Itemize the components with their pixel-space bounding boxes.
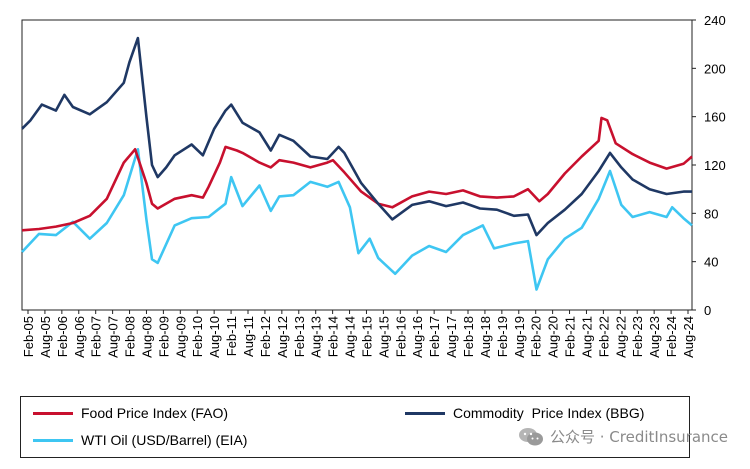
x-tick-label: Feb-13 [292,316,307,357]
series-line-food [21,116,693,232]
x-tick-label: Aug-06 [72,316,87,358]
x-tick-label: Aug-12 [275,316,290,358]
y-tick-label: 200 [704,61,726,76]
x-tick-label: Feb-12 [258,316,273,357]
legend-item-food: Food Price Index (FAO) [33,405,228,421]
x-tick-label: Feb-06 [55,316,70,357]
x-tick-label: Aug-07 [106,316,121,358]
legend: Food Price Index (FAO) Commodity Price I… [20,396,690,458]
x-tick-label: Feb-21 [563,316,578,357]
legend-swatch-oil [33,438,73,442]
x-tick-label: Aug-23 [647,316,662,358]
x-tick-label: Feb-08 [123,316,138,357]
x-tick-label: Aug-22 [613,316,628,358]
x-tick-label: Aug-05 [38,316,53,358]
x-tick-label: Feb-09 [156,316,171,357]
series-line-commodity [21,36,692,237]
watermark: 公众号 · CreditInsurance [518,426,728,447]
series-line-oil [21,148,693,291]
x-tick-label: Aug-08 [139,316,154,358]
x-tick-label: Feb-19 [495,316,510,357]
x-tick-label: Aug-11 [241,316,256,357]
x-tick-label: Aug-21 [579,316,594,358]
y-tick-label: 40 [704,255,718,270]
y-axis: 0 40 80 120 160 200 240 [692,13,726,318]
x-tick-label: Feb-22 [596,316,611,357]
x-axis: Feb-05 Aug-05 Feb-06 Aug-06 Feb-07 Aug-07 Feb-… [21,310,696,358]
y-tick-label: 80 [704,206,718,221]
legend-label-oil: WTI Oil (USD/Barrel) (EIA) [81,432,248,448]
legend-item-commodity: Commodity Price Index (BBG) [405,405,644,421]
x-tick-label: Feb-24 [664,316,679,357]
x-tick-label: Aug-09 [173,316,188,358]
x-tick-label: Feb-16 [393,316,408,357]
x-tick-label: Aug-15 [376,316,391,358]
x-tick-label: Feb-07 [89,316,104,357]
x-tick-label: Aug-13 [309,316,324,358]
x-tick-label: Aug-16 [410,316,425,358]
x-tick-label: Aug-17 [444,316,459,358]
x-tick-label: Feb-10 [190,316,205,357]
legend-swatch-food [33,411,73,415]
legend-label-commodity: Commodity Price Index (BBG) [453,405,645,421]
y-tick-label: 0 [704,303,711,318]
x-tick-label: Aug-10 [207,316,222,358]
wechat-icon [518,427,543,445]
x-tick-label: Feb-17 [427,316,442,357]
x-tick-label: Aug-20 [546,316,561,358]
x-tick-label: Feb-11 [224,316,239,356]
x-tick-label: Aug-19 [512,316,527,358]
x-tick-label: Feb-20 [529,316,544,357]
legend-item-oil: WTI Oil (USD/Barrel) (EIA) [33,432,247,448]
legend-label-food: Food Price Index (FAO) [81,405,229,421]
y-tick-label: 240 [704,13,726,28]
x-tick-label: Feb-05 [21,316,36,357]
x-tick-label: Aug-24 [681,316,696,358]
x-tick-label: Aug-18 [478,316,493,358]
series-lines [21,36,693,291]
watermark-text: 公众号 · CreditInsurance [549,428,728,446]
x-tick-label: Feb-15 [359,316,374,357]
x-tick-label: Feb-18 [461,316,476,357]
y-tick-label: 120 [704,158,726,173]
x-tick-label: Aug-14 [343,316,358,358]
x-tick-label: Feb-23 [630,316,645,357]
x-tick-label: Feb-14 [326,316,341,357]
y-tick-label: 160 [704,110,726,125]
legend-swatch-commodity [405,411,445,415]
